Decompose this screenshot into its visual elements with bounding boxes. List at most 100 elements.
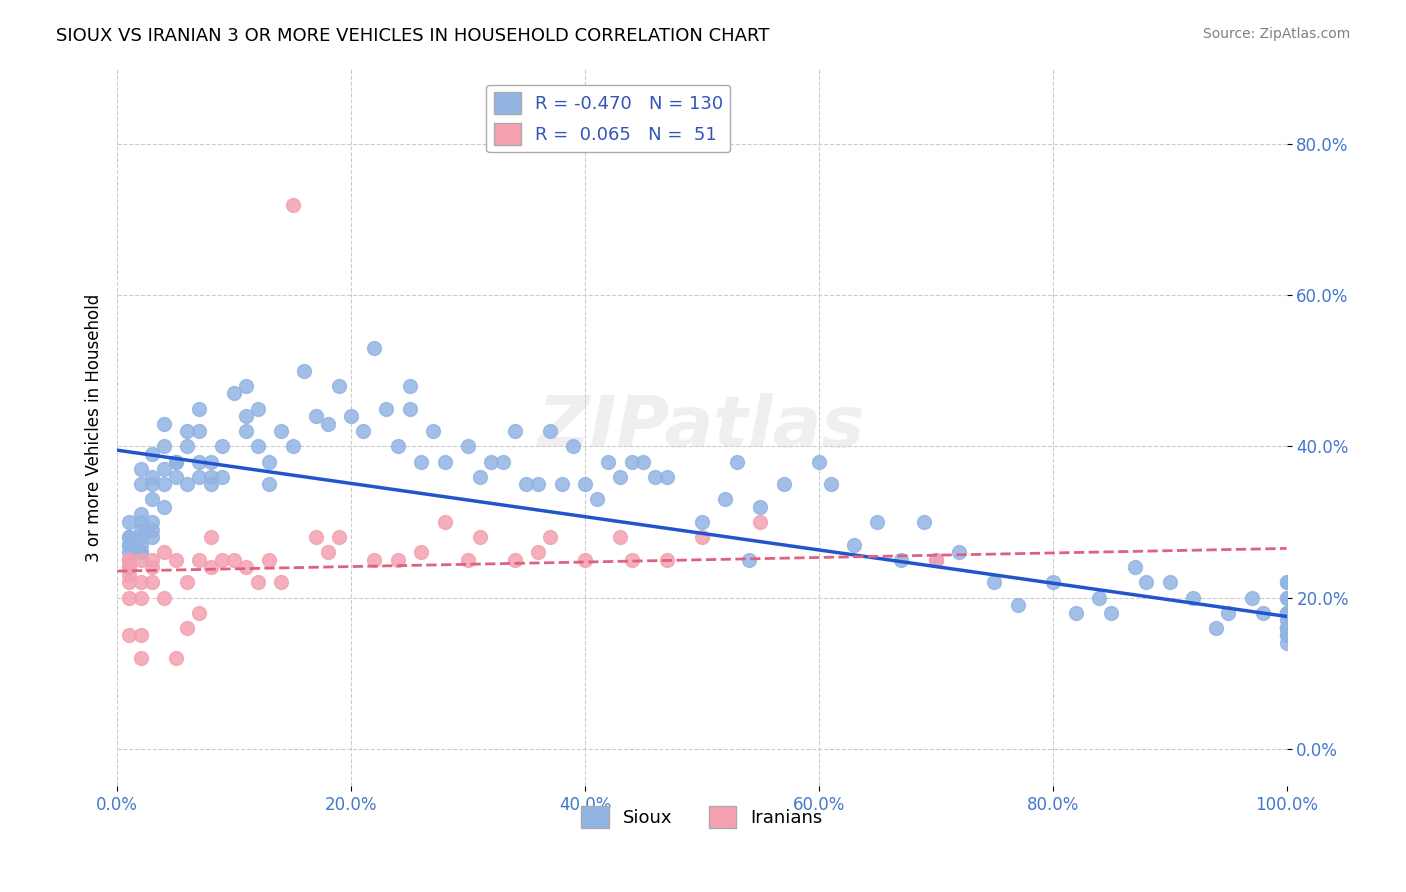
Point xyxy=(598,454,620,468)
Point xyxy=(1275,606,1298,620)
Point xyxy=(188,401,211,416)
Point xyxy=(1064,606,1087,620)
Point xyxy=(246,401,269,416)
Point xyxy=(1275,621,1298,635)
Point xyxy=(1275,628,1298,642)
Point xyxy=(129,591,152,605)
Point xyxy=(363,341,385,355)
Point xyxy=(316,417,339,431)
Point xyxy=(842,538,865,552)
Point xyxy=(257,553,280,567)
Point xyxy=(948,545,970,559)
Point xyxy=(153,462,176,476)
Legend: Sioux, Iranians: Sioux, Iranians xyxy=(574,798,830,835)
Point xyxy=(749,500,772,514)
Point xyxy=(153,477,176,491)
Point xyxy=(118,553,141,567)
Point xyxy=(118,545,141,559)
Point xyxy=(411,545,433,559)
Point xyxy=(1275,606,1298,620)
Point xyxy=(644,469,666,483)
Point xyxy=(328,379,350,393)
Point xyxy=(118,560,141,574)
Point xyxy=(398,401,420,416)
Point xyxy=(375,401,398,416)
Point xyxy=(129,530,152,544)
Point xyxy=(585,492,607,507)
Point xyxy=(257,454,280,468)
Point xyxy=(422,424,444,438)
Point xyxy=(1275,621,1298,635)
Point xyxy=(118,567,141,582)
Point xyxy=(165,469,187,483)
Point xyxy=(246,439,269,453)
Point xyxy=(1007,598,1029,612)
Point xyxy=(725,454,748,468)
Point xyxy=(503,424,526,438)
Point xyxy=(633,454,655,468)
Point xyxy=(129,462,152,476)
Text: Source: ZipAtlas.com: Source: ZipAtlas.com xyxy=(1202,27,1350,41)
Point xyxy=(257,477,280,491)
Point xyxy=(1275,621,1298,635)
Point xyxy=(655,469,678,483)
Point xyxy=(141,515,163,529)
Point xyxy=(550,477,572,491)
Point xyxy=(890,553,912,567)
Text: SIOUX VS IRANIAN 3 OR MORE VEHICLES IN HOUSEHOLD CORRELATION CHART: SIOUX VS IRANIAN 3 OR MORE VEHICLES IN H… xyxy=(56,27,769,45)
Point xyxy=(235,409,257,424)
Point xyxy=(620,454,643,468)
Point xyxy=(515,477,537,491)
Point xyxy=(433,454,456,468)
Point xyxy=(176,424,198,438)
Point xyxy=(141,553,163,567)
Point xyxy=(411,454,433,468)
Point xyxy=(1275,628,1298,642)
Point xyxy=(188,606,211,620)
Point xyxy=(457,553,479,567)
Point xyxy=(574,477,596,491)
Point xyxy=(224,553,246,567)
Point xyxy=(165,454,187,468)
Point xyxy=(562,439,585,453)
Point xyxy=(129,628,152,642)
Point xyxy=(188,553,211,567)
Point xyxy=(807,454,830,468)
Point xyxy=(690,515,713,529)
Point xyxy=(129,523,152,537)
Point xyxy=(387,439,409,453)
Point xyxy=(176,477,198,491)
Point xyxy=(141,575,163,590)
Point xyxy=(129,575,152,590)
Point xyxy=(235,560,257,574)
Point xyxy=(574,553,596,567)
Point xyxy=(527,545,550,559)
Point xyxy=(1275,621,1298,635)
Point xyxy=(129,508,152,522)
Point xyxy=(925,553,948,567)
Point xyxy=(281,197,304,211)
Point xyxy=(188,424,211,438)
Point xyxy=(1275,591,1298,605)
Point xyxy=(1182,591,1205,605)
Point xyxy=(1088,591,1111,605)
Point xyxy=(292,364,315,378)
Point xyxy=(1216,606,1239,620)
Point xyxy=(211,469,233,483)
Point xyxy=(538,530,561,544)
Point xyxy=(316,545,339,559)
Point xyxy=(118,560,141,574)
Point xyxy=(983,575,1005,590)
Point xyxy=(1205,621,1227,635)
Point xyxy=(188,454,211,468)
Point xyxy=(1135,575,1157,590)
Point xyxy=(281,439,304,453)
Point xyxy=(118,530,141,544)
Point xyxy=(387,553,409,567)
Point xyxy=(153,545,176,559)
Point xyxy=(340,409,363,424)
Point xyxy=(305,530,328,544)
Point xyxy=(118,591,141,605)
Point xyxy=(714,492,737,507)
Point xyxy=(129,651,152,665)
